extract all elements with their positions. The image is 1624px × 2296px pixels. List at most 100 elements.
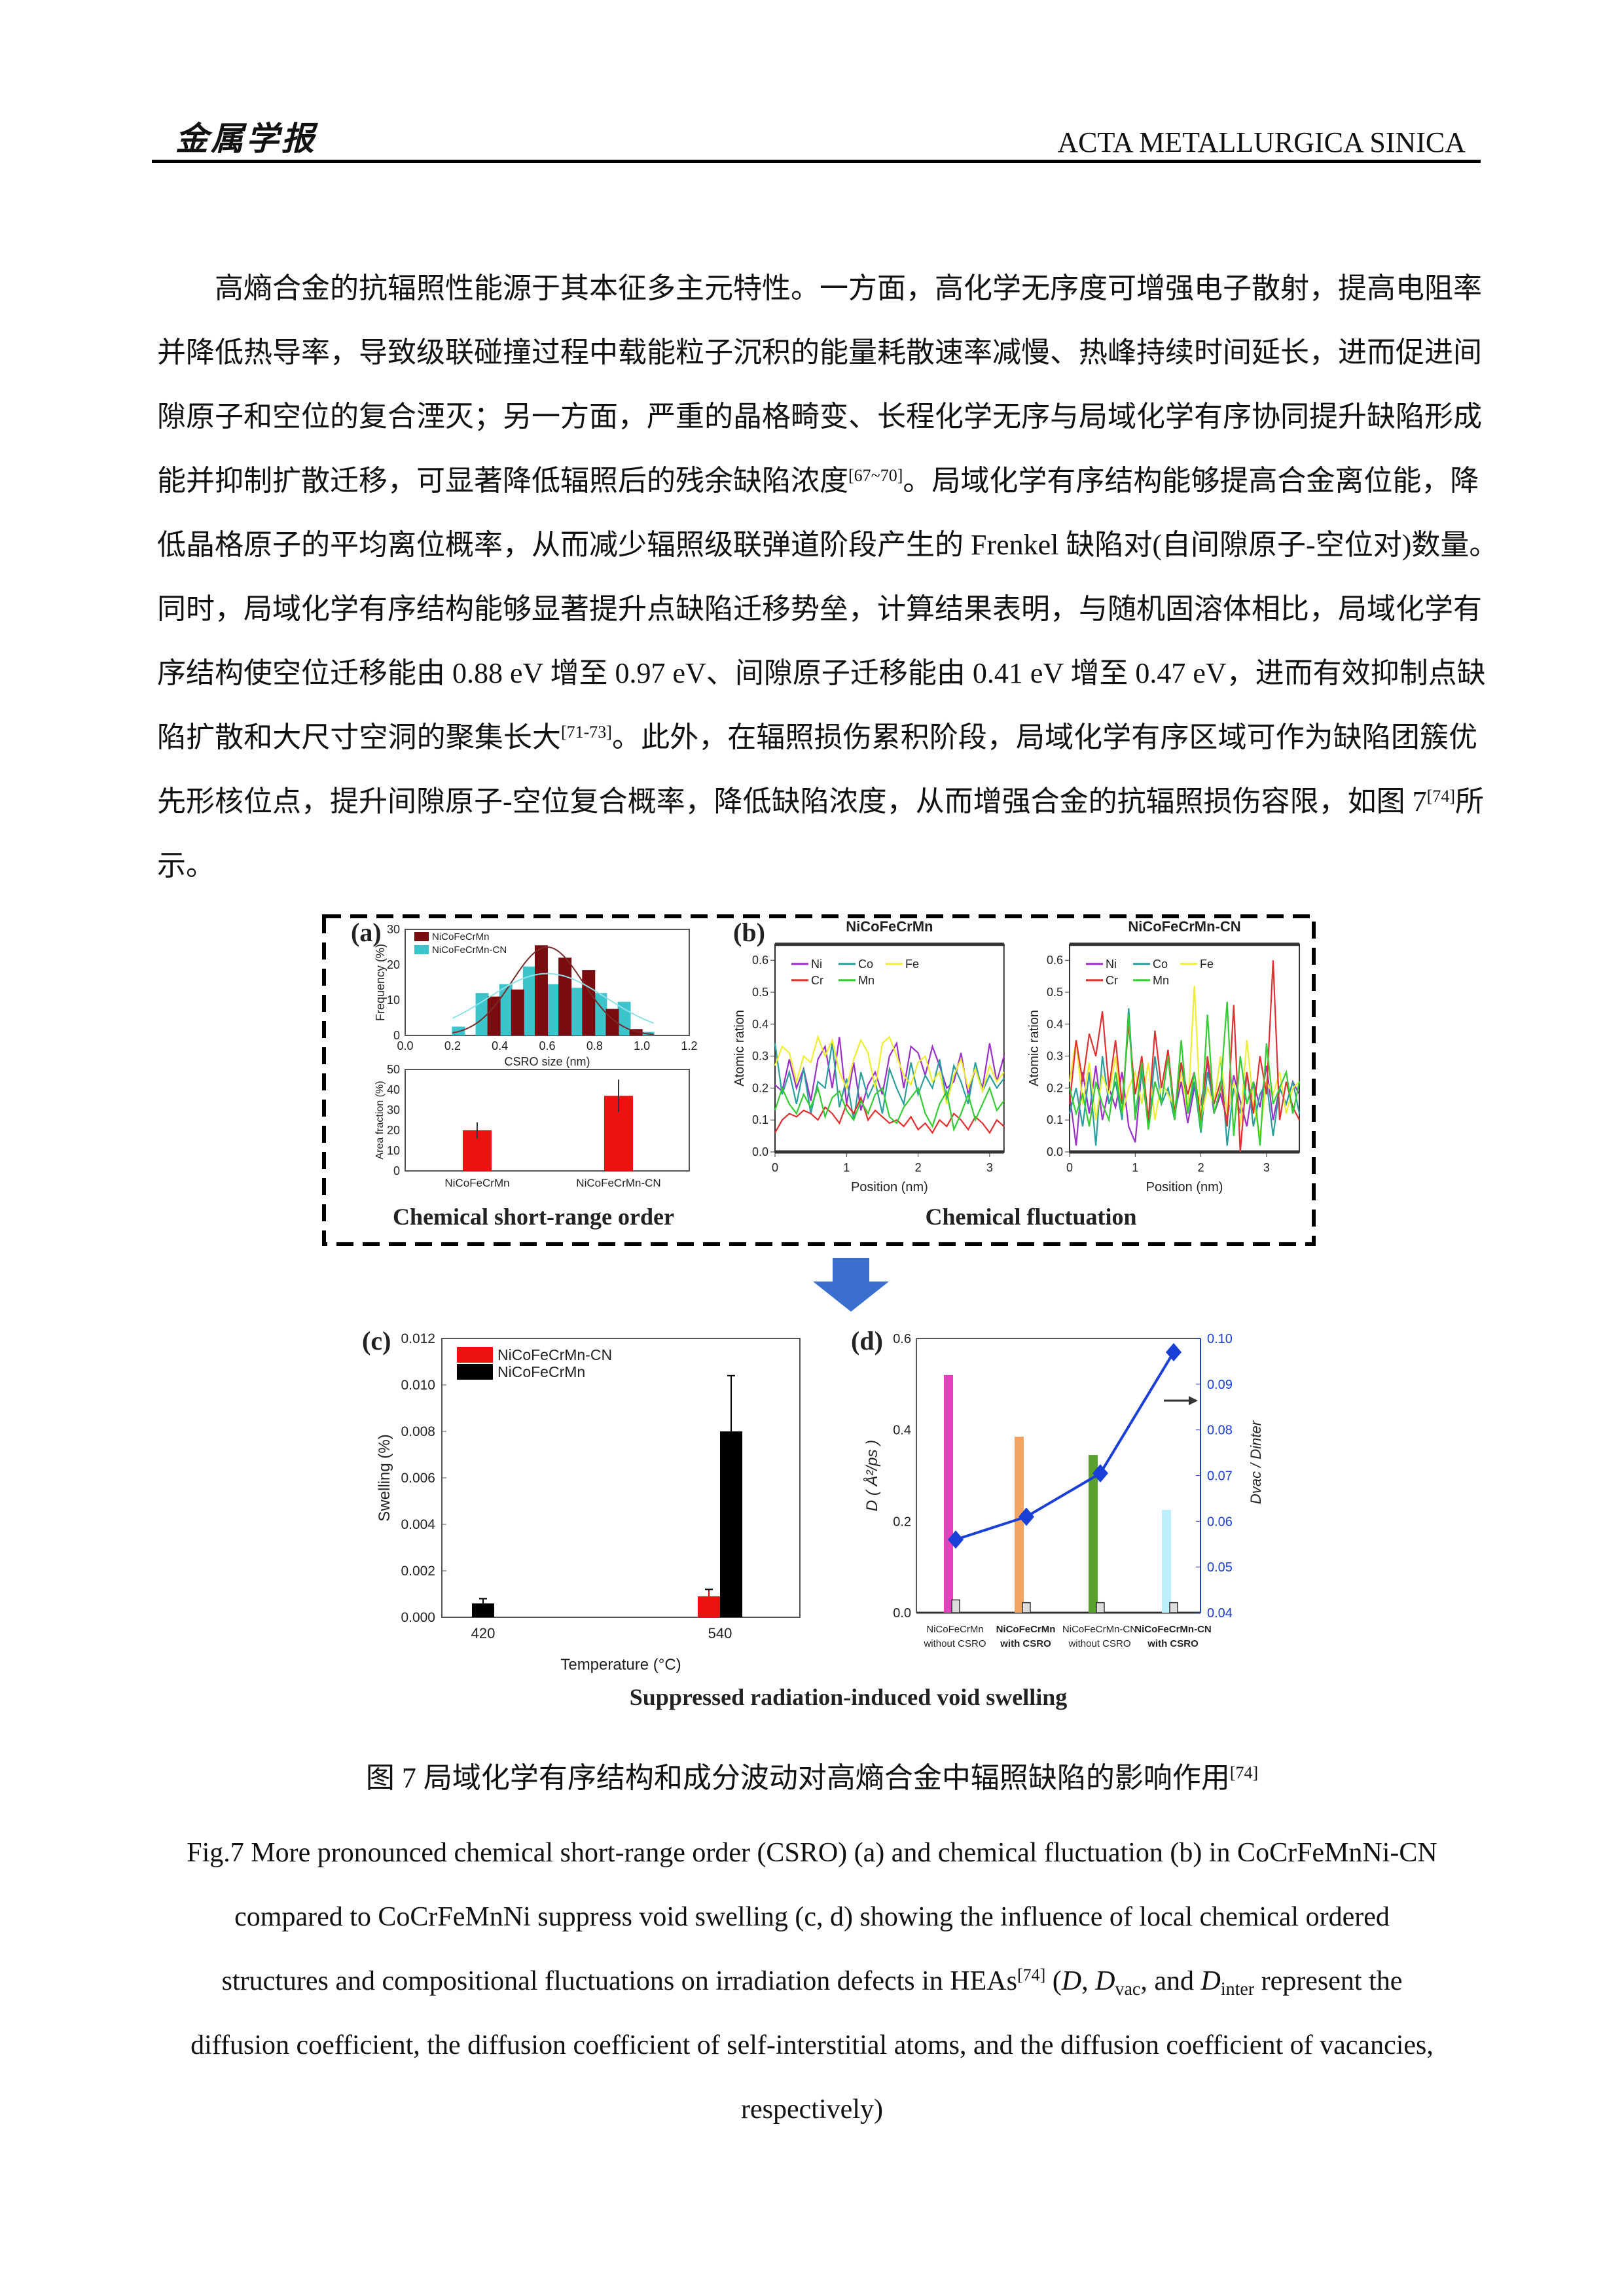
text-segment: 并降低热导率，导致级联碰撞过程中载能粒子沉积的能量耗散速率减慢、热峰持续时间延长… xyxy=(157,336,1482,368)
category-label: with CSRO xyxy=(1147,1638,1199,1649)
y-tick-label: 0 xyxy=(393,1164,400,1177)
y-tick-label: 50 xyxy=(387,1063,400,1076)
caption-line: compared to CoCrFeMnNi suppress void swe… xyxy=(0,1885,1624,1949)
citation-superscript: [74] xyxy=(1229,1763,1259,1782)
legend-label: Mn xyxy=(1153,974,1169,987)
subscript: inter xyxy=(1220,1979,1255,2000)
series-line-mn xyxy=(1068,1001,1301,1146)
category-label: NiCoFeCrMn xyxy=(926,1624,984,1635)
legend-label: Cr xyxy=(1106,974,1118,987)
gaussian-fit-curve xyxy=(452,973,655,1024)
text-segment: 。此外，在辐照损伤累积阶段，局域化学有序区域可作为缺陷团簇优 xyxy=(611,721,1478,753)
y-axis-label: Atomic ration xyxy=(1027,1010,1041,1086)
y-tick-label: 0.5 xyxy=(752,986,768,999)
y-tick-label: 0.004 xyxy=(401,1517,435,1532)
legend-label: NiCoFeCrMn-CN xyxy=(497,1346,612,1363)
legend-label: Co xyxy=(1153,958,1168,971)
y-tick-label: 0.0 xyxy=(752,1145,768,1158)
figure-caption-en: Fig.7 More pronounced chemical short-ran… xyxy=(0,1821,1624,2142)
y2-tick-label: 0.08 xyxy=(1207,1424,1233,1438)
legend-label: Mn xyxy=(858,974,875,987)
y-tick-label: 10 xyxy=(387,994,400,1007)
histogram-bar xyxy=(582,970,596,1035)
histogram-bar xyxy=(487,996,501,1035)
histogram-bar xyxy=(522,966,536,1035)
y-tick-label: 0.002 xyxy=(401,1564,435,1579)
y-tick-label: 0.1 xyxy=(752,1113,768,1126)
text-line: 陷扩散和大尺寸空洞的聚集长大[71-73]。此外，在辐照损伤累积阶段，局域化学有… xyxy=(157,706,1477,770)
legend-swatch xyxy=(457,1364,493,1380)
caption-line: respectively) xyxy=(0,2077,1624,2142)
series-line-co xyxy=(774,1043,1005,1121)
histogram-bar xyxy=(534,945,548,1035)
text-segment: 示。 xyxy=(157,850,215,882)
y-axis-label: D ( Å²/ps ) xyxy=(863,1440,881,1511)
x-tick-label: 3 xyxy=(1263,1161,1270,1174)
header-rule xyxy=(152,160,1481,163)
swelling-axes xyxy=(441,1338,801,1618)
text-segment: 。局域化学有序结构能够提高合金离位能，降 xyxy=(903,465,1479,497)
text-segment: respectively) xyxy=(741,2094,883,2125)
y2-tick-label: 0.10 xyxy=(1207,1332,1233,1346)
x-axis-label: CSRO size (nm) xyxy=(504,1055,590,1068)
histogram-bar xyxy=(558,958,572,1035)
y-tick-label: 30 xyxy=(387,1103,400,1117)
y-tick-label: 0.2 xyxy=(752,1081,768,1094)
text-segment: 序结构使空位迁移能由 0.88 eV 增至 0.97 eV、间隙原子迁移能由 0… xyxy=(157,657,1486,689)
x-tick-label: 540 xyxy=(708,1625,732,1641)
body-paragraph: 高熵合金的抗辐照性能源于其本征多主元特性。一方面，高化学无序度可增强电子散射，提… xyxy=(157,257,1498,898)
hatched-bar xyxy=(1169,1602,1178,1613)
chart-title: NiCoFeCrMn-CN xyxy=(1128,918,1240,935)
citation-superscript: [71-73] xyxy=(560,723,612,742)
panel-caption-chemical-fluctuation: Chemical fluctuation xyxy=(926,1204,1137,1230)
swelling-bar xyxy=(472,1603,494,1617)
series-line-fe xyxy=(774,1034,1005,1105)
x-tick-label: 1.2 xyxy=(681,1039,697,1052)
text-segment: 隙原子和空位的复合湮灭；另一方面，严重的晶格畸变、长程化学无序与局域化学有序协同… xyxy=(157,401,1482,433)
text-line: 高熵合金的抗辐照性能源于其本征多主元特性。一方面，高化学无序度可增强电子散射，提… xyxy=(157,257,1482,321)
text-segment: , and xyxy=(1140,1966,1201,1996)
category-label: NiCoFeCrMn-CN xyxy=(1134,1624,1212,1635)
y-tick-label: 0.010 xyxy=(401,1378,435,1393)
series-line-cr xyxy=(1068,960,1301,1153)
y-axis-label: Swelling (%) xyxy=(376,1434,393,1521)
text-segment: 高熵合金的抗辐照性能源于其本征多主元特性。一方面，高化学无序度可增强电子散射，提… xyxy=(215,272,1482,304)
y-tick-label: 0 xyxy=(393,1029,400,1042)
diffusion-bar xyxy=(1015,1437,1024,1613)
text-segment: 所 xyxy=(1454,785,1484,817)
legend-swatch xyxy=(414,932,429,941)
x-axis-label: Temperature (°C) xyxy=(560,1656,681,1674)
ratio-marker xyxy=(1092,1464,1108,1483)
legend-label: Co xyxy=(858,958,873,971)
y2-tick-label: 0.06 xyxy=(1207,1515,1233,1529)
x-axis-label: Position (nm) xyxy=(1146,1180,1223,1194)
histogram-bar xyxy=(511,989,524,1035)
dashed-frame xyxy=(322,914,1316,1246)
chart-title: NiCoFeCrMn xyxy=(846,918,933,935)
legend-swatch xyxy=(414,945,429,954)
text-segment: , xyxy=(1081,1966,1096,1996)
line-chart-axes xyxy=(1069,943,1301,1153)
text-line: 低晶格原子的平均离位概率，从而减少辐照级联弹道阶段产生的 Frenkel 缺陷对… xyxy=(157,513,1498,577)
ratio-marker xyxy=(948,1530,964,1549)
text-segment: 低晶格原子的平均离位概率，从而减少辐照级联弹道阶段产生的 Frenkel 缺陷对… xyxy=(157,529,1498,561)
text-line: 能并抑制扩散迁移，可显著降低辐照后的残余缺陷浓度[67~70]。局域化学有序结构… xyxy=(157,449,1479,513)
category-label: NiCoFeCrMn xyxy=(444,1177,509,1189)
text-segment: 同时，局域化学有序结构能够显著提升点缺陷迁移势垒，计算结果表明，与随机固溶体相比… xyxy=(157,593,1482,625)
x-tick-label: 1.0 xyxy=(634,1039,650,1052)
y2-tick-label: 0.05 xyxy=(1207,1560,1233,1575)
y-tick-label: 0.0 xyxy=(1047,1145,1063,1158)
y-tick-label: 0.4 xyxy=(752,1018,768,1031)
x-tick-label: 1 xyxy=(1132,1161,1138,1174)
text-segment: 图 7 局域化学有序结构和成分波动对高熵合金中辐照缺陷的影响作用 xyxy=(365,1762,1230,1794)
caption-line: structures and compositional fluctuation… xyxy=(0,1949,1624,2013)
x-tick-label: 0.0 xyxy=(397,1039,413,1052)
hatched-bar xyxy=(951,1599,960,1613)
x-tick-label: 0 xyxy=(772,1161,778,1174)
down-arrow-icon xyxy=(813,1258,889,1312)
area-fraction-axes xyxy=(405,1069,690,1172)
x-tick-label: 3 xyxy=(986,1161,993,1174)
text-segment: structures and compositional fluctuation… xyxy=(221,1966,1017,1996)
text-line: 序结构使空位迁移能由 0.88 eV 增至 0.97 eV、间隙原子迁移能由 0… xyxy=(157,641,1486,706)
